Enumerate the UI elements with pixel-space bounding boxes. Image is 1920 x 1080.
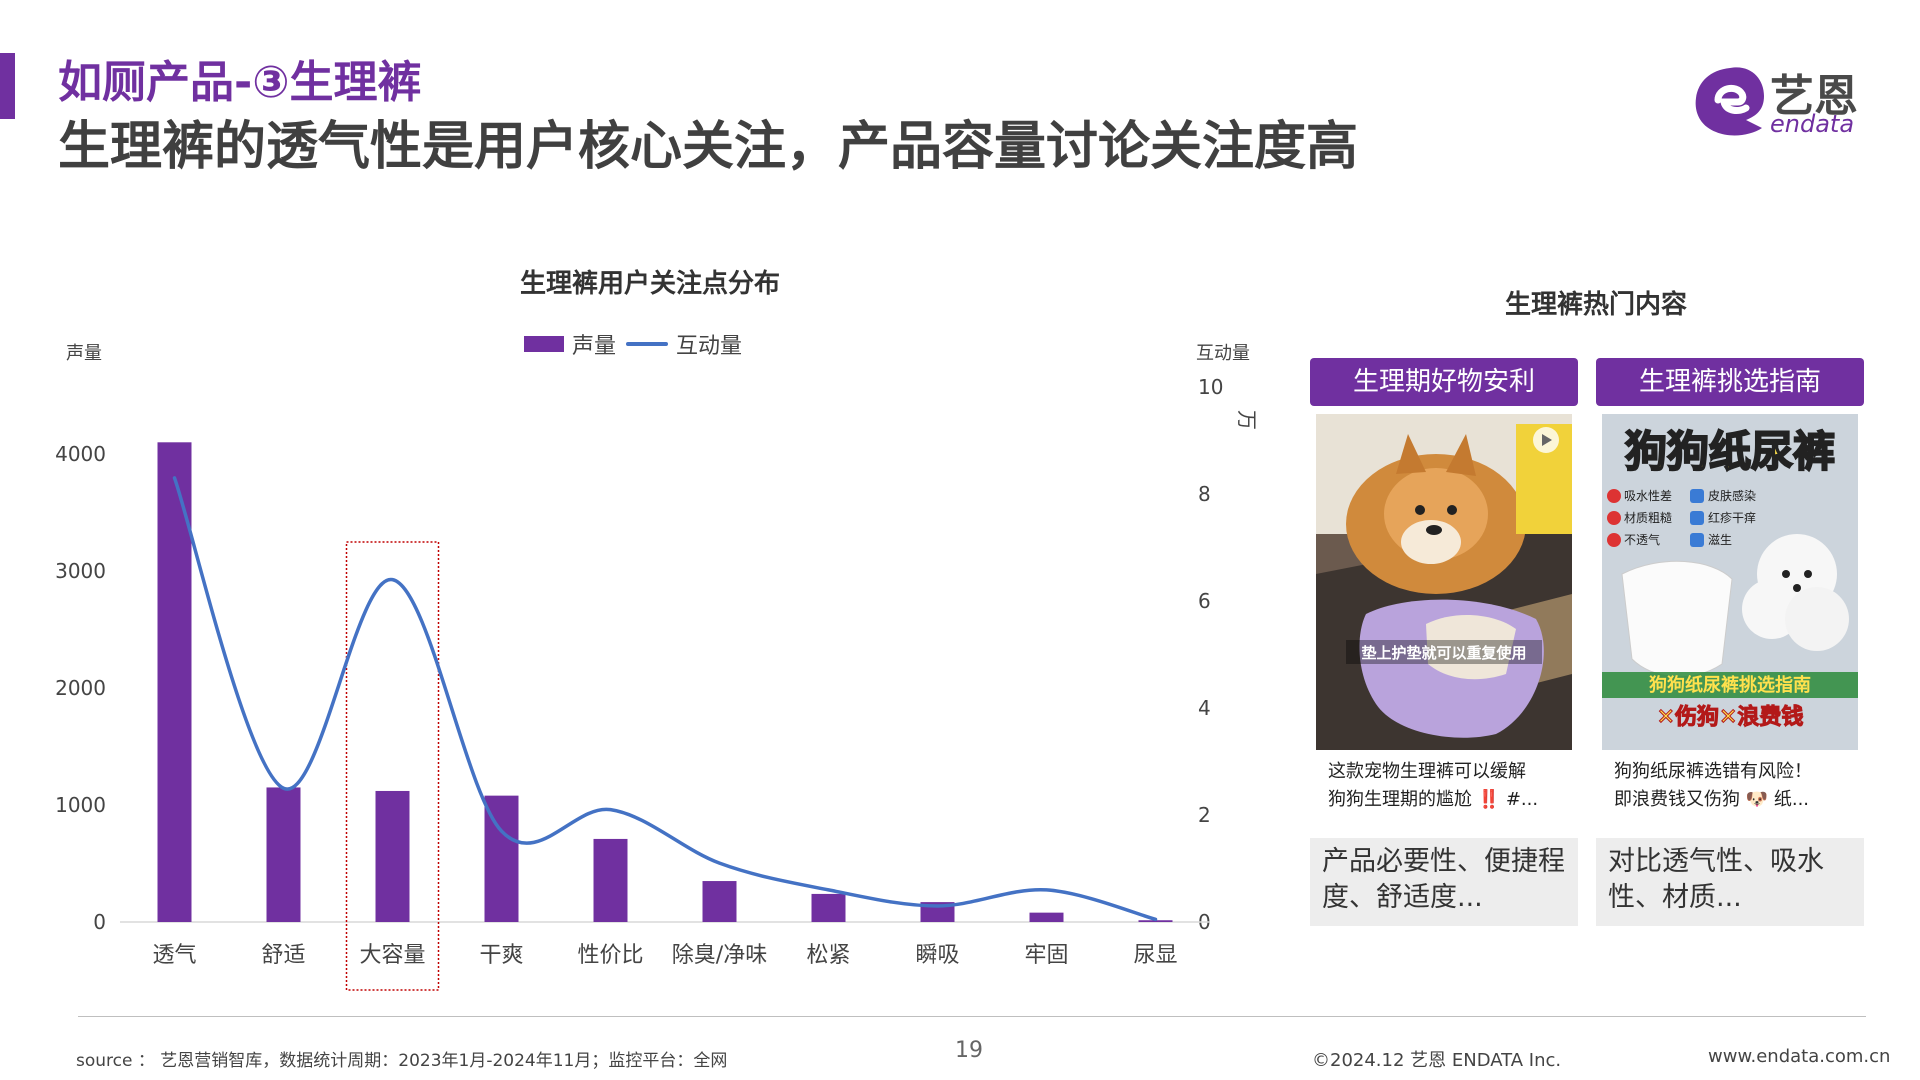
- right-axis-tick: 8: [1198, 482, 1211, 506]
- card-2-caption-line2: 即浪费钱又伤狗 🐶 纸...: [1614, 789, 1810, 810]
- card-2-tag-1: 吸水性差: [1624, 489, 1672, 503]
- right-axis-tick: 2: [1198, 803, 1211, 827]
- legend-bar-label: 声量: [572, 334, 617, 359]
- interaction-line: [172, 476, 1158, 922]
- endata-logo-icon: [1695, 67, 1764, 136]
- x-axis-label: 松紧: [806, 943, 850, 968]
- side-panel-title: 生理裤热门内容: [1505, 290, 1688, 320]
- card-2-tag-6: 滋生: [1708, 533, 1732, 547]
- card-2-caption-line1: 狗狗纸尿裤选错有风险！: [1614, 761, 1812, 782]
- footer-divider: [78, 1016, 1866, 1017]
- left-axis-tick: 4000: [55, 442, 106, 466]
- bar-尿显: [1138, 920, 1173, 922]
- x-axis-label: 干爽: [479, 943, 523, 968]
- footer-source: source ： 艺恩营销智库，数据统计周期：2023年1月-2024年11月；…: [76, 1051, 728, 1071]
- left-axis-tick: 0: [93, 910, 106, 934]
- title-accent-bar: [0, 53, 15, 119]
- content-card-1[interactable]: 生理期好物安利 垫上护垫就可以重复使用 这款宠物生理裤可以缓解 狗狗生理期的尴尬: [1310, 358, 1578, 926]
- logo-text-cn: 艺恩: [1770, 71, 1858, 122]
- bar-松紧: [811, 893, 846, 922]
- card-2-tag-5: 不透气: [1624, 532, 1660, 547]
- card-1-caption: 这款宠物生理裤可以缓解 狗狗生理期的尴尬 ‼️ #...: [1328, 758, 1570, 822]
- left-axis-tick: 1000: [55, 793, 106, 817]
- bar-大容量: [375, 790, 410, 922]
- legend-bar-swatch: [524, 336, 564, 352]
- x-axis-label: 除臭/净味: [672, 943, 767, 968]
- x-axis-label: 牢固: [1024, 943, 1068, 968]
- chart-title: 生理裤用户关注点分布: [520, 269, 781, 299]
- card-1-header: 生理期好物安利: [1310, 358, 1578, 406]
- endata-logo: 艺恩 endata: [1690, 60, 1880, 140]
- right-axis-tick: 4: [1198, 696, 1211, 720]
- bar-舒适: [266, 787, 301, 922]
- card-1-image: 垫上护垫就可以重复使用: [1316, 414, 1572, 750]
- card-2-image: 狗狗纸尿裤 吸水性差 皮肤感染 材质粗糙 红疹干痒 不透气 滋生: [1602, 414, 1858, 750]
- card-2-header: 生理裤挑选指南: [1596, 358, 1864, 406]
- footer-url: www.endata.com.cn: [1708, 1046, 1891, 1067]
- card-1-summary: 产品必要性、便捷程度、舒适度...: [1310, 838, 1578, 926]
- page-number: 19: [955, 1038, 983, 1063]
- right-axis-tick: 10: [1198, 375, 1223, 399]
- left-axis-title: 声量: [66, 343, 102, 364]
- highlight-box: [345, 541, 440, 991]
- bar-牢固: [1029, 912, 1064, 922]
- left-axis-tick: 2000: [55, 676, 106, 700]
- x-axis-label: 舒适: [261, 943, 305, 968]
- bar-除臭/净味: [702, 881, 737, 922]
- card-2-tag-3: 材质粗糙: [1624, 511, 1672, 525]
- card-2-image-title: 狗狗纸尿裤: [1625, 427, 1835, 476]
- x-axis-label: 性价比: [577, 943, 643, 968]
- chart-legend: 声量 互动量: [524, 328, 742, 360]
- right-axis-unit: 万: [1235, 410, 1259, 430]
- page-headline: 生理裤的透气性是用户核心关注，产品容量讨论关注度高: [58, 117, 1359, 177]
- card-2-summary: 对比透气性、吸水性、材质...: [1596, 838, 1864, 926]
- x-axis-label: 大容量: [359, 943, 425, 968]
- logo-text-en: endata: [1770, 110, 1855, 138]
- right-axis-tick: 6: [1198, 589, 1211, 613]
- x-axis-label: 尿显: [1133, 943, 1177, 968]
- footer-copyright: ©2024.12 艺恩 ENDATA Inc.: [1312, 1050, 1562, 1071]
- card-2-image-banner2: ✕伤狗✕浪费钱: [1657, 704, 1804, 730]
- x-axis-label: 透气: [152, 943, 196, 968]
- combo-chart: 声量 互动量万010002000300040000246810透气 舒适 大容量 干爽性…: [55, 343, 1259, 991]
- card-2-image-banner: 狗狗纸尿裤挑选指南: [1649, 674, 1811, 696]
- card-2-tag-4: 红疹干痒: [1708, 510, 1756, 525]
- section-title: 如厕产品-③生理裤: [58, 57, 422, 108]
- card-1-caption-line1: 这款宠物生理裤可以缓解: [1328, 761, 1526, 782]
- content-card-2[interactable]: 生理裤挑选指南 狗狗纸尿裤 吸水性差 皮肤感染 材质粗糙 红疹干痒 不透气 滋生: [1596, 358, 1864, 926]
- legend-line-swatch: [626, 342, 669, 346]
- right-axis-title: 互动量: [1196, 343, 1250, 364]
- legend-line-label: 互动量: [676, 334, 743, 359]
- card-2-caption: 狗狗纸尿裤选错有风险！ 即浪费钱又伤狗 🐶 纸...: [1614, 758, 1856, 822]
- card-2-tag-2: 皮肤感染: [1708, 488, 1756, 503]
- card-1-caption-line2: 狗狗生理期的尴尬 ‼️ #...: [1328, 789, 1539, 810]
- card-1-image-caption: 垫上护垫就可以重复使用: [1361, 644, 1526, 662]
- x-axis-label: 瞬吸: [915, 943, 959, 968]
- left-axis-tick: 3000: [55, 559, 106, 583]
- bar-性价比: [593, 838, 628, 922]
